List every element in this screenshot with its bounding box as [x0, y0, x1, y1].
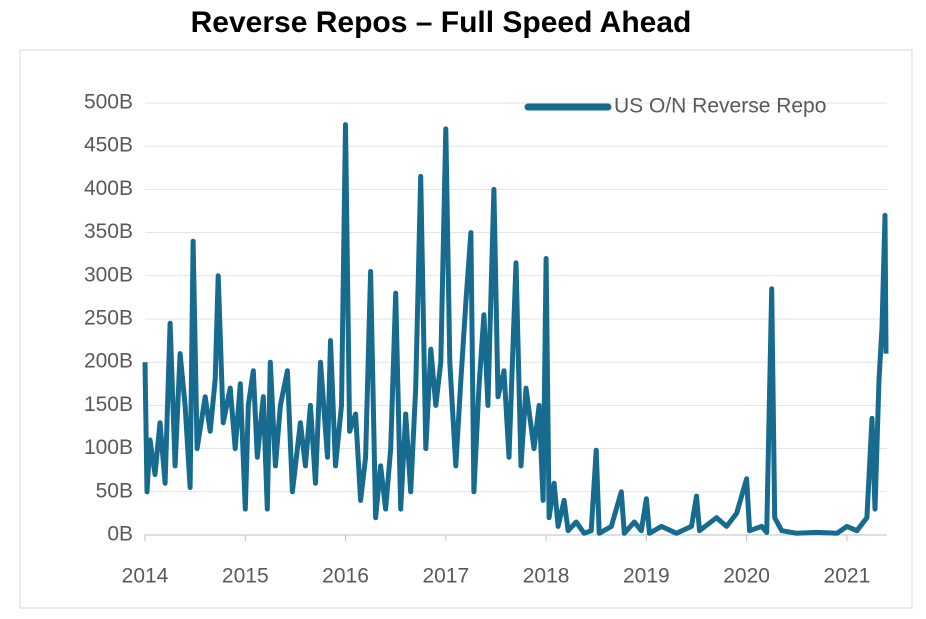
y-tick-label: 150B: [84, 393, 133, 416]
y-tick-label: 50B: [96, 479, 133, 502]
x-tick-label: 2016: [322, 565, 369, 588]
series-line: [142, 122, 889, 536]
x-tick-label: 2017: [422, 565, 469, 588]
y-tick-label: 250B: [84, 307, 133, 330]
y-tick-label: 100B: [84, 436, 133, 459]
x-tick-label: 2020: [723, 565, 770, 588]
y-tick-label: 400B: [84, 177, 133, 200]
x-tick-label: 2014: [122, 565, 169, 588]
y-tick-label: 450B: [84, 134, 133, 157]
y-tick-label: 500B: [84, 91, 133, 114]
y-tick-label: 200B: [84, 350, 133, 373]
x-tick-label: 2018: [523, 565, 570, 588]
chart-title: Reverse Repos – Full Speed Ahead: [191, 6, 692, 39]
legend-label: US O/N Reverse Repo: [614, 95, 826, 118]
x-tick-label: 2021: [824, 565, 871, 588]
x-tick-label: 2019: [623, 565, 670, 588]
y-tick-label: 0B: [107, 523, 133, 546]
y-tick-label: 350B: [84, 220, 133, 243]
y-tick-label: 300B: [84, 263, 133, 286]
chart-frame: [19, 49, 913, 609]
x-tick-label: 2015: [222, 565, 269, 588]
